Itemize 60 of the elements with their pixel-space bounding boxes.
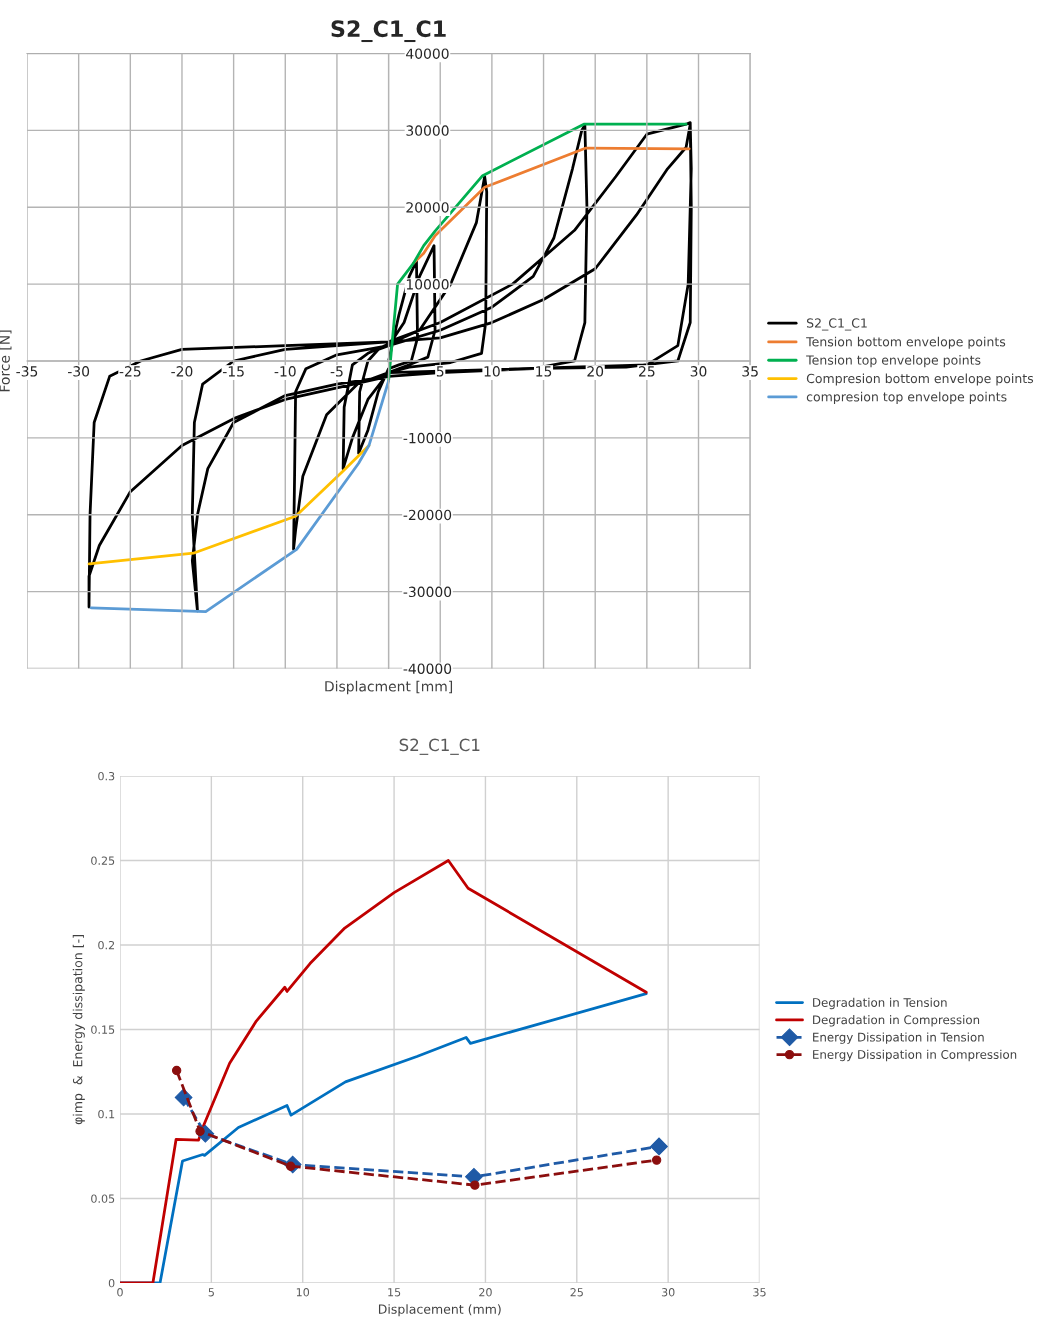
point: [195, 1126, 205, 1136]
x-tick-label: -20: [171, 366, 193, 377]
legend-label: Compresion bottom envelope points: [806, 373, 1034, 386]
y-tick-label: -30000: [403, 586, 452, 598]
x-tick-label: 30: [690, 366, 707, 377]
y-tick-label: 40000: [406, 48, 449, 59]
legend-label: Degradation in Compression: [813, 1015, 980, 1027]
x-tick-label: 0: [117, 1288, 123, 1297]
y-tick-label: 0.2: [98, 940, 115, 950]
legend-label: Energy Dissipation in Tension: [813, 1032, 984, 1044]
line-series: [89, 379, 390, 613]
x-tick-label: 5: [208, 1288, 214, 1297]
y-tick-label: 0: [108, 1278, 115, 1288]
y-tick-label: -10000: [403, 432, 452, 444]
legend-label: S2_C1_C1: [806, 318, 867, 331]
x-axis-title: Displacement (mm): [378, 1304, 501, 1317]
y-tick-label: 0.3: [98, 771, 115, 781]
x-tick-label: -10: [274, 366, 296, 377]
x-tick-label: 10: [296, 1288, 310, 1297]
x-tick-label: 30: [661, 1288, 675, 1297]
point: [651, 1155, 662, 1165]
x-tick-label: 20: [479, 1288, 492, 1297]
point: [470, 1180, 480, 1190]
y-tick-label: -20000: [403, 509, 452, 521]
x-tick-label: -25: [119, 366, 141, 377]
x-tick-label: -15: [222, 366, 244, 377]
x-tick-label: -5: [330, 366, 343, 377]
y-axis-title: φimp & Energy dissipation [-]: [72, 935, 85, 1125]
x-axis-title: Displacment [mm]: [325, 680, 453, 695]
chart-title: S2_C1_C1: [331, 20, 446, 43]
x-tick-label: 15: [388, 1288, 401, 1297]
legend-label: Degradation in Tension: [813, 997, 947, 1010]
x-tick-label: 25: [639, 366, 655, 377]
legend-label: Tension bottom envelope points: [806, 336, 1006, 349]
point: [171, 1065, 182, 1076]
line-series: [120, 859, 648, 1283]
legend-label: Tension top envelope points: [806, 355, 981, 368]
x-tick-label: 35: [742, 366, 758, 377]
x-tick-label: 10: [484, 366, 500, 377]
x-tick-label: 15: [536, 366, 552, 377]
x-tick-label: 20: [587, 366, 604, 377]
x-tick-label: 35: [753, 1288, 766, 1297]
x-tick-label: -30: [68, 366, 90, 377]
legend-label: compresion top envelope points: [806, 391, 1007, 404]
y-tick-label: 20000: [406, 202, 449, 213]
y-tick-label: 0.15: [91, 1025, 115, 1034]
y-tick-label: -40000: [403, 663, 452, 674]
y-tick-label: 0.05: [91, 1194, 115, 1203]
x-tick-label: 5: [436, 366, 444, 377]
legend-label: Energy Dissipation in Compression: [813, 1049, 1017, 1062]
y-tick-label: 30000: [406, 125, 449, 136]
y-tick-label: 0.1: [98, 1109, 115, 1119]
y-tick-label: 10000: [406, 279, 449, 290]
y-tick-label: 0.25: [91, 856, 115, 865]
x-tick-label: 25: [570, 1288, 583, 1297]
line-series: [387, 122, 688, 383]
y-axis-title: Force [N]: [0, 330, 12, 392]
x-tick-label: -35: [16, 366, 38, 377]
point: [650, 1137, 668, 1156]
chart-title: S2_C1_C1: [399, 738, 480, 755]
